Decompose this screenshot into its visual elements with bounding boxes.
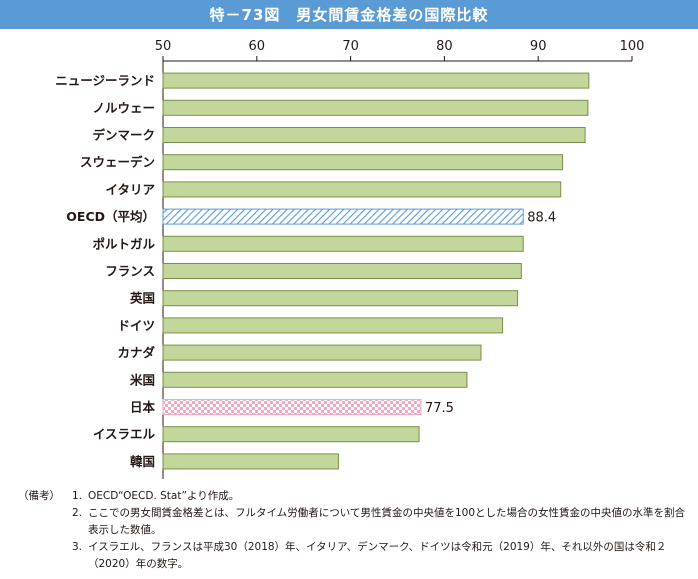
category-label: ポルトガル [92, 236, 155, 251]
bar [162, 263, 522, 279]
data-label: 77.5 [425, 401, 454, 416]
note-text: イスラエル、フランスは平成30（2018）年、イタリア、デンマーク、ドイツは令和… [88, 541, 667, 570]
note-row-2: 2. ここでの男女間賃金格差とは、フルタイム労働者について男性賃金の中央値を10… [18, 505, 690, 539]
category-label: ノルウェー [92, 100, 155, 115]
x-tick-label: 80 [436, 39, 453, 54]
category-label: ニュージーランド [55, 73, 155, 88]
bar [162, 127, 586, 143]
category-label: フランス [105, 264, 155, 279]
category-label: イスラエル [93, 427, 156, 442]
bar [162, 99, 589, 116]
bar [162, 290, 519, 307]
note-number: 1. [71, 490, 82, 502]
bar [162, 154, 564, 171]
x-tick-label: 60 [249, 39, 266, 54]
category-label: 英国 [130, 291, 155, 306]
category-label: 米国 [129, 372, 155, 387]
bar [162, 344, 482, 361]
chart-title: 特－73図 男女間賃金格差の国際比較 [0, 0, 698, 29]
x-tick-label: 70 [342, 39, 359, 54]
bar [162, 399, 422, 415]
x-tick-label: 50 [155, 39, 172, 54]
category-label: デンマーク [92, 128, 155, 143]
note-number: 2. [71, 507, 82, 519]
notes: （備考） 1. OECD“OECD. Stat”より作成。 2. ここでの男女間… [18, 488, 690, 573]
bar [162, 371, 468, 388]
x-tick-label: 100 [620, 39, 645, 54]
category-label: カナダ [117, 345, 155, 360]
bar [162, 317, 504, 334]
notes-heading: （備考） [18, 490, 60, 502]
category-label: イタリア [105, 182, 155, 197]
category-label: OECD（平均） [66, 209, 155, 224]
bar-chart: 50 60 70 80 90 100 ニュージーランドノルウェーデンマークスウェーデンイタリ… [55, 39, 645, 479]
bar [162, 181, 562, 198]
category-label: 韓国 [130, 454, 155, 469]
category-label: 日本 [130, 400, 156, 415]
category-label: ドイツ [117, 318, 155, 333]
bar [162, 235, 524, 252]
category-label: スウェーデン [80, 155, 155, 170]
note-number: 3. [71, 541, 82, 553]
bar [162, 72, 590, 89]
x-tick-label: 90 [530, 39, 547, 54]
bar [162, 453, 339, 470]
note-row-3: 3. イスラエル、フランスは平成30（2018）年、イタリア、デンマーク、ドイツ… [18, 539, 690, 573]
bar [162, 208, 524, 225]
note-text: ここでの男女間賃金格差とは、フルタイム労働者について男性賃金の中央値を100とし… [88, 507, 686, 536]
data-label: 88.4 [527, 211, 556, 226]
note-row-1: （備考） 1. OECD“OECD. Stat”より作成。 [18, 488, 690, 505]
bar [162, 426, 420, 443]
note-text: OECD“OECD. Stat”より作成。 [88, 490, 240, 502]
